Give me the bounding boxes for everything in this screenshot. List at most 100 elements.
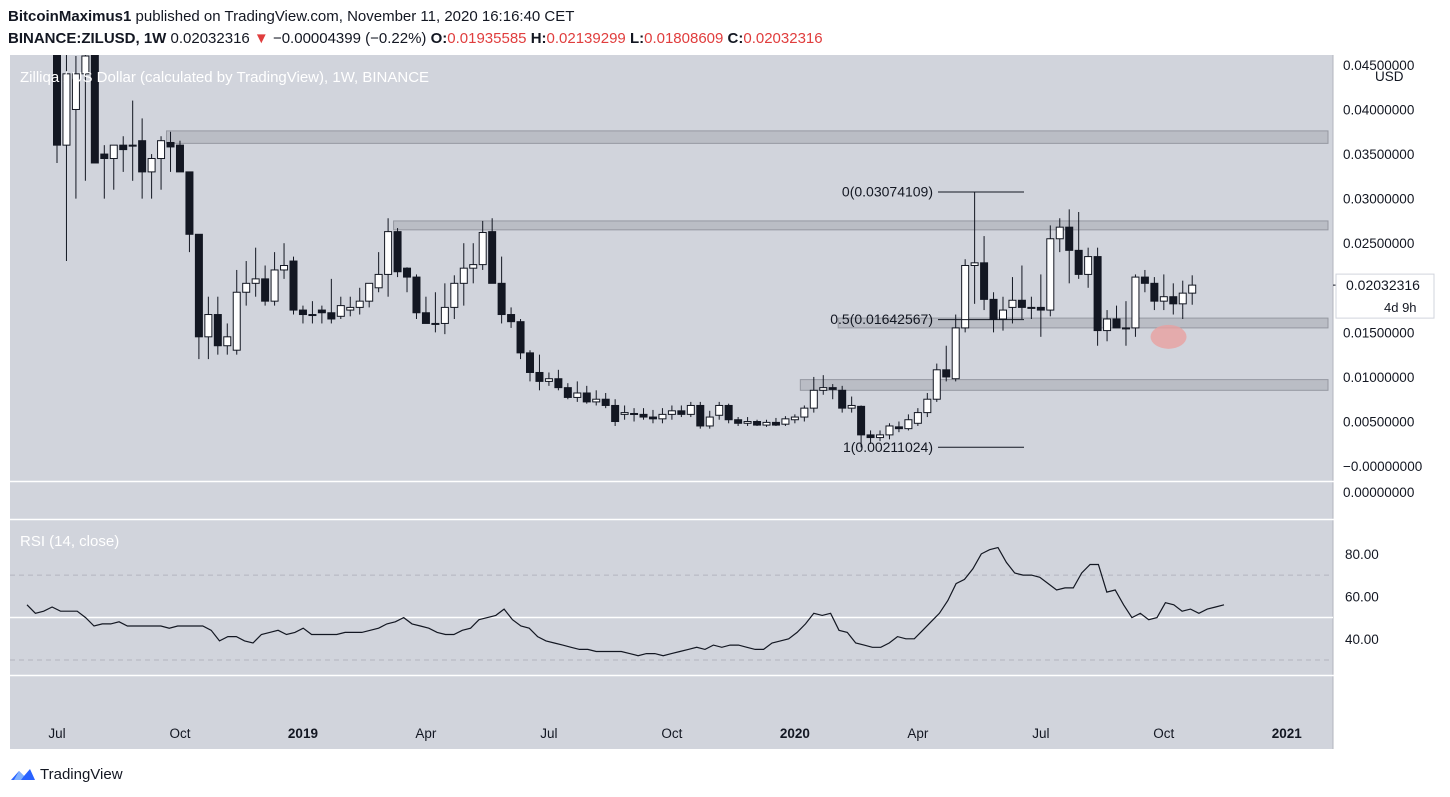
candle — [374, 252, 383, 293]
candle — [648, 409, 657, 424]
candle-body — [1178, 292, 1187, 305]
price-axis-tick-label: 0.01500000 — [1343, 325, 1414, 340]
candle — [1169, 283, 1178, 315]
candle-body — [194, 233, 203, 338]
candle — [1150, 277, 1159, 311]
candle — [828, 384, 837, 400]
candle — [251, 247, 260, 297]
candle — [232, 269, 241, 355]
symbol-label[interactable]: BINANCE:ZILUSD, 1W — [8, 30, 167, 47]
candle-body — [308, 314, 317, 317]
candle-body — [384, 231, 393, 275]
tradingview-logo-icon[interactable] — [10, 766, 36, 782]
candle-body — [951, 327, 960, 380]
candle — [563, 383, 572, 400]
candle-body — [838, 389, 847, 409]
high-value: 0.02139299 — [546, 30, 626, 47]
candle — [809, 376, 818, 413]
candle-body — [894, 426, 903, 430]
candle-body — [374, 273, 383, 289]
candle — [346, 296, 355, 317]
tradingview-brand[interactable]: TradingView — [40, 765, 123, 783]
candle — [81, 55, 90, 181]
candle-body — [582, 392, 591, 403]
candle-body — [138, 140, 147, 173]
candle — [336, 296, 345, 319]
candle-body — [771, 421, 780, 426]
candle — [478, 220, 487, 270]
candle-body — [242, 282, 251, 293]
candle — [582, 385, 591, 404]
candle — [270, 252, 279, 306]
candle-body — [403, 267, 412, 278]
candle — [1121, 301, 1130, 346]
candle-body — [478, 232, 487, 266]
high-label: H: — [530, 30, 547, 47]
close-label: C: — [727, 30, 744, 47]
candle — [658, 408, 667, 424]
time-axis-tick-label: Apr — [907, 726, 929, 741]
candle-body — [298, 309, 307, 316]
candle — [223, 323, 232, 355]
candle-body — [544, 378, 553, 382]
candle-body — [554, 378, 563, 389]
candle-body — [1159, 296, 1168, 302]
candle-body — [1103, 318, 1112, 332]
candle-body — [762, 421, 771, 426]
time-axis-tick-label: Oct — [169, 726, 190, 741]
candle — [355, 287, 364, 315]
candle — [866, 430, 875, 444]
candle-body — [677, 410, 686, 415]
candle — [970, 192, 979, 304]
candle-body — [128, 144, 137, 147]
candle — [1112, 305, 1121, 329]
candle — [790, 414, 799, 424]
candle-body — [1046, 238, 1055, 311]
price-axis-tick-label: 0.01000000 — [1343, 370, 1414, 385]
candle — [601, 392, 610, 409]
candle-body — [71, 73, 80, 110]
tradingview-footer: TradingView — [10, 762, 123, 786]
candle — [800, 405, 809, 422]
candle — [771, 417, 780, 426]
candle — [298, 305, 307, 324]
candle-body — [809, 389, 818, 409]
candle — [242, 261, 251, 306]
candle — [705, 410, 714, 429]
rsi-line — [26, 546, 1225, 657]
candle-body — [1140, 276, 1149, 284]
rsi-pane-title: RSI (14, close) — [20, 533, 119, 550]
candle-body — [828, 387, 837, 390]
published-text: published on TradingView.com, November 1… — [135, 8, 575, 25]
candle-body — [516, 321, 525, 354]
price-axis-tick-label: 0.02500000 — [1343, 236, 1414, 251]
close-value: 0.02032316 — [743, 30, 823, 47]
candle-body — [601, 398, 610, 406]
candle-body — [175, 144, 184, 173]
publisher-name[interactable]: BitcoinMaximus1 — [8, 8, 132, 25]
candle-body — [488, 231, 497, 284]
candle-body — [753, 421, 762, 426]
candle — [942, 345, 951, 382]
candle-body — [781, 418, 790, 425]
candle-body — [913, 412, 922, 424]
candle-body — [450, 282, 459, 308]
candle — [1065, 209, 1074, 284]
candle — [696, 401, 705, 429]
candle — [497, 256, 506, 324]
time-axis-tick-label: Jul — [48, 726, 65, 741]
price-axis-tick-label: 0.03000000 — [1343, 192, 1414, 207]
candle — [961, 259, 970, 333]
price-axis-unit: USD — [1375, 69, 1404, 84]
candle — [989, 292, 998, 333]
open-value: 0.01935585 — [447, 30, 527, 47]
candle — [90, 55, 99, 164]
candle-body — [667, 410, 676, 415]
candle — [147, 154, 156, 199]
candle-body — [932, 369, 941, 400]
candle — [1103, 310, 1112, 342]
candle-body — [62, 73, 71, 146]
countdown-label: 4d 9h — [1384, 300, 1417, 315]
candle — [951, 314, 960, 382]
